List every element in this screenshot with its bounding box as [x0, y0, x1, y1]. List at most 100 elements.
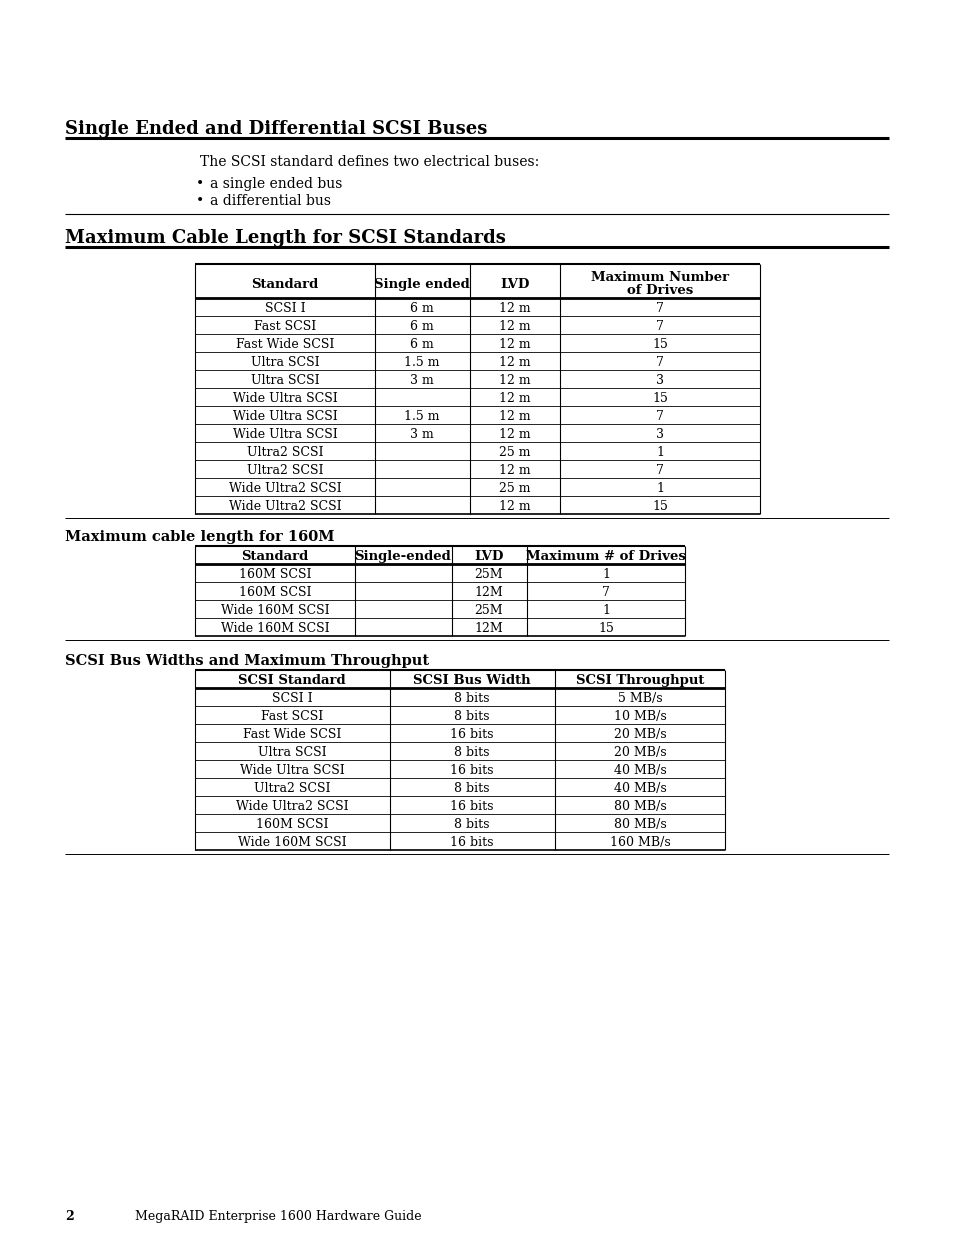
- Text: a single ended bus: a single ended bus: [210, 177, 342, 191]
- Text: Wide 160M SCSI: Wide 160M SCSI: [220, 604, 329, 618]
- Text: 1: 1: [656, 482, 663, 495]
- Text: 7: 7: [656, 320, 663, 333]
- Text: Wide Ultra2 SCSI: Wide Ultra2 SCSI: [229, 482, 341, 495]
- Text: 12 m: 12 m: [498, 320, 530, 333]
- Text: Fast SCSI: Fast SCSI: [253, 320, 315, 333]
- Text: 8 bits: 8 bits: [454, 746, 489, 760]
- Text: 12 m: 12 m: [498, 429, 530, 441]
- Text: Maximum # of Drives: Maximum # of Drives: [525, 550, 685, 563]
- Text: Single-ended: Single-ended: [355, 550, 451, 563]
- Text: Ultra2 SCSI: Ultra2 SCSI: [253, 782, 330, 795]
- Text: Single ended: Single ended: [374, 278, 470, 291]
- Text: 12 m: 12 m: [498, 356, 530, 369]
- Text: 6 m: 6 m: [410, 320, 434, 333]
- Text: 12M: 12M: [475, 585, 503, 599]
- Text: 12 m: 12 m: [498, 303, 530, 315]
- Text: SCSI Throughput: SCSI Throughput: [576, 674, 703, 687]
- Text: 8 bits: 8 bits: [454, 692, 489, 705]
- Text: 8 bits: 8 bits: [454, 782, 489, 795]
- Text: of Drives: of Drives: [626, 284, 693, 296]
- Text: 80 MB/s: 80 MB/s: [613, 818, 666, 831]
- Text: 160M SCSI: 160M SCSI: [238, 568, 311, 580]
- Text: Single Ended and Differential SCSI Buses: Single Ended and Differential SCSI Buses: [65, 120, 487, 138]
- Text: Standard: Standard: [241, 550, 309, 563]
- Text: Wide Ultra SCSI: Wide Ultra SCSI: [233, 429, 337, 441]
- Text: 40 MB/s: 40 MB/s: [613, 782, 666, 795]
- Text: 1.5 m: 1.5 m: [404, 410, 439, 424]
- Text: 16 bits: 16 bits: [450, 764, 494, 777]
- Text: SCSI Bus Widths and Maximum Throughput: SCSI Bus Widths and Maximum Throughput: [65, 655, 429, 668]
- Text: 3: 3: [656, 374, 663, 387]
- Text: Wide 160M SCSI: Wide 160M SCSI: [220, 622, 329, 635]
- Text: Maximum Cable Length for SCSI Standards: Maximum Cable Length for SCSI Standards: [65, 228, 505, 247]
- Text: Wide Ultra2 SCSI: Wide Ultra2 SCSI: [229, 500, 341, 513]
- Text: 15: 15: [652, 500, 667, 513]
- Text: 7: 7: [656, 303, 663, 315]
- Text: Fast Wide SCSI: Fast Wide SCSI: [235, 338, 334, 351]
- Text: Fast Wide SCSI: Fast Wide SCSI: [243, 727, 341, 741]
- Text: LVD: LVD: [499, 278, 529, 291]
- Text: The SCSI standard defines two electrical buses:: The SCSI standard defines two electrical…: [200, 156, 538, 169]
- Text: SCSI I: SCSI I: [272, 692, 312, 705]
- Text: 1: 1: [656, 446, 663, 459]
- Text: 25M: 25M: [475, 568, 503, 580]
- Text: 16 bits: 16 bits: [450, 727, 494, 741]
- Text: 7: 7: [601, 585, 609, 599]
- Text: 3: 3: [656, 429, 663, 441]
- Text: Wide 160M SCSI: Wide 160M SCSI: [237, 836, 346, 848]
- Text: Wide Ultra2 SCSI: Wide Ultra2 SCSI: [235, 800, 348, 813]
- Text: 16 bits: 16 bits: [450, 836, 494, 848]
- Text: 12 m: 12 m: [498, 338, 530, 351]
- Text: 15: 15: [652, 391, 667, 405]
- Text: 6 m: 6 m: [410, 303, 434, 315]
- Text: Wide Ultra SCSI: Wide Ultra SCSI: [233, 391, 337, 405]
- Text: 15: 15: [598, 622, 614, 635]
- Text: •: •: [195, 194, 204, 207]
- Text: 1: 1: [601, 568, 609, 580]
- Text: 12 m: 12 m: [498, 410, 530, 424]
- Text: Ultra SCSI: Ultra SCSI: [251, 356, 319, 369]
- Text: 40 MB/s: 40 MB/s: [613, 764, 666, 777]
- Text: Fast SCSI: Fast SCSI: [260, 710, 323, 722]
- Text: 12 m: 12 m: [498, 391, 530, 405]
- Text: 5 MB/s: 5 MB/s: [617, 692, 661, 705]
- Text: 160 MB/s: 160 MB/s: [609, 836, 670, 848]
- Text: Ultra SCSI: Ultra SCSI: [257, 746, 326, 760]
- Text: 12 m: 12 m: [498, 500, 530, 513]
- Text: 16 bits: 16 bits: [450, 800, 494, 813]
- Text: 25 m: 25 m: [498, 482, 530, 495]
- Text: Wide Ultra SCSI: Wide Ultra SCSI: [239, 764, 344, 777]
- Text: SCSI I: SCSI I: [264, 303, 305, 315]
- Text: 10 MB/s: 10 MB/s: [613, 710, 666, 722]
- Text: 6 m: 6 m: [410, 338, 434, 351]
- Text: Wide Ultra SCSI: Wide Ultra SCSI: [233, 410, 337, 424]
- Text: 1.5 m: 1.5 m: [404, 356, 439, 369]
- Text: 7: 7: [656, 410, 663, 424]
- Text: Maximum Number: Maximum Number: [590, 270, 728, 284]
- Text: 25M: 25M: [475, 604, 503, 618]
- Text: 160M SCSI: 160M SCSI: [238, 585, 311, 599]
- Text: 2: 2: [65, 1210, 73, 1223]
- Text: •: •: [195, 177, 204, 191]
- Text: SCSI Bus Width: SCSI Bus Width: [413, 674, 530, 687]
- Text: 8 bits: 8 bits: [454, 710, 489, 722]
- Text: MegaRAID Enterprise 1600 Hardware Guide: MegaRAID Enterprise 1600 Hardware Guide: [135, 1210, 421, 1223]
- Text: 80 MB/s: 80 MB/s: [613, 800, 666, 813]
- Text: 3 m: 3 m: [410, 374, 434, 387]
- Text: Ultra2 SCSI: Ultra2 SCSI: [247, 446, 323, 459]
- Text: a differential bus: a differential bus: [210, 194, 331, 207]
- Text: 3 m: 3 m: [410, 429, 434, 441]
- Text: Standard: Standard: [251, 278, 318, 291]
- Text: Ultra2 SCSI: Ultra2 SCSI: [247, 464, 323, 477]
- Text: SCSI Standard: SCSI Standard: [238, 674, 345, 687]
- Text: Maximum cable length for 160M: Maximum cable length for 160M: [65, 530, 335, 543]
- Text: 8 bits: 8 bits: [454, 818, 489, 831]
- Text: 160M SCSI: 160M SCSI: [255, 818, 328, 831]
- Text: 12 m: 12 m: [498, 374, 530, 387]
- Text: 7: 7: [656, 464, 663, 477]
- Text: 25 m: 25 m: [498, 446, 530, 459]
- Text: LVD: LVD: [474, 550, 503, 563]
- Text: Ultra SCSI: Ultra SCSI: [251, 374, 319, 387]
- Text: 1: 1: [601, 604, 609, 618]
- Text: 15: 15: [652, 338, 667, 351]
